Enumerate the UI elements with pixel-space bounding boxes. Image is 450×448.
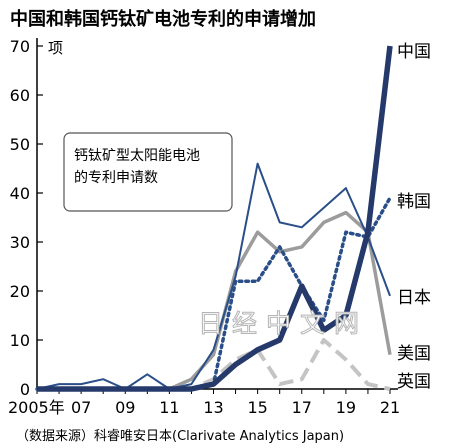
annotation-box: 钙钛矿型太阳能电池的专利申请数: [63, 132, 233, 212]
x-tick-label: 09: [115, 398, 135, 417]
y-axis-unit: 项: [48, 39, 63, 57]
axes: 0 10 20 30 40 50 60 70 2005年 07 09 11 13 15 17 19 21: [8, 37, 400, 417]
series-label-中国: 中国: [397, 42, 431, 62]
y-tick-label: 70: [10, 37, 30, 56]
annotation-line: 钙钛矿型太阳能电池: [74, 148, 200, 164]
y-tick-label: 40: [10, 184, 30, 203]
y-tick-label: 20: [10, 282, 30, 301]
series-line-韩国: [35, 196, 392, 391]
series-line-美国: [37, 210, 392, 391]
y-tick-label: 0: [20, 380, 30, 399]
x-tick-label: 11: [159, 398, 179, 417]
series-label-英国: 英国: [397, 372, 431, 392]
series-label-韩国: 韩国: [397, 192, 431, 212]
watermark: 日经中文网: [198, 309, 368, 338]
series-labels: 英国 美国 日本 韩国 中国: [397, 42, 431, 392]
y-tick-label: 10: [10, 331, 30, 350]
annotation-line: 的专利申请数: [74, 170, 158, 186]
y-tick-label: 50: [10, 135, 30, 154]
series-line-中国: [37, 45, 393, 392]
x-tick-label: 2005年: [8, 398, 65, 417]
y-tick-label: 60: [10, 86, 30, 105]
series-label-日本: 日本: [397, 288, 431, 308]
series-line-日本: [36, 162, 391, 390]
y-tick-label: 30: [10, 233, 30, 252]
x-tick-label: 19: [336, 398, 356, 417]
x-tick-label: 21: [380, 398, 400, 417]
annotation-frame: [63, 132, 233, 212]
source-note: （数据来源）科睿唯安日本(Clarivate Analytics Japan): [16, 429, 344, 444]
x-tick-label: 13: [203, 398, 223, 417]
x-tick-label: 07: [71, 398, 91, 417]
annotation-text: 钙钛矿型太阳能电池的专利申请数: [74, 148, 200, 186]
x-tick-label: 17: [292, 398, 312, 417]
series-layer: [35, 45, 393, 392]
series-label-美国: 美国: [397, 344, 431, 364]
chart-title: 中国和韩国钙钛矿电池专利的申请增加: [10, 8, 316, 30]
x-tick-label: 15: [247, 398, 267, 417]
